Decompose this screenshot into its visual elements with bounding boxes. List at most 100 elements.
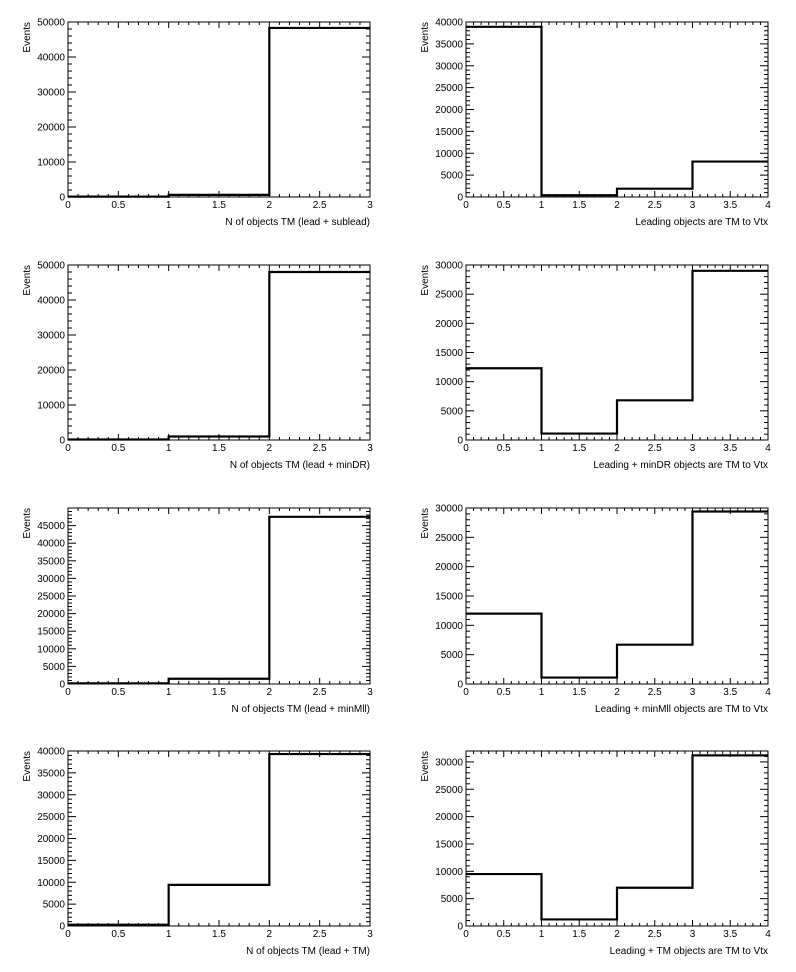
y-axis-title: Events — [420, 751, 431, 782]
y-tick-label: 25000 — [37, 812, 65, 823]
y-tick-label: 10000 — [37, 158, 65, 169]
y-axis-title: Events — [22, 22, 33, 53]
x-tick-label: 0.5 — [111, 443, 125, 454]
y-tick-label: 30000 — [435, 261, 463, 272]
histogram-bin-2 — [169, 885, 270, 926]
x-tick-label: 0.5 — [111, 929, 125, 940]
x-tick-label: 0 — [463, 929, 469, 940]
x-tick-label: 2.5 — [313, 687, 327, 698]
x-axis-title: N of objects TM (lead + TM) — [246, 946, 370, 957]
y-tick-label: 40000 — [37, 747, 65, 758]
y-tick-label: 35000 — [37, 768, 65, 779]
y-tick-label: 5000 — [441, 406, 464, 417]
x-tick-label: 4 — [765, 200, 771, 211]
y-axis-title: Events — [420, 22, 431, 53]
y-tick-label: 20000 — [435, 319, 463, 330]
y-tick-label: 0 — [457, 922, 463, 933]
x-tick-label: 0 — [65, 687, 71, 698]
y-tick-label: 15000 — [435, 127, 463, 138]
y-axis-title: Events — [22, 508, 33, 539]
y-tick-label: 30000 — [37, 88, 65, 99]
y-tick-label: 25000 — [435, 785, 463, 796]
y-tick-label: 20000 — [435, 105, 463, 116]
x-tick-label: 0 — [65, 929, 71, 940]
histogram-bin-1 — [466, 368, 542, 440]
x-tick-label: 1 — [539, 929, 545, 940]
y-tick-label: 50000 — [37, 261, 65, 272]
y-axis-title: Events — [420, 508, 431, 539]
y-tick-label: 25000 — [435, 290, 463, 301]
x-axis-title: N of objects TM (lead + sublead) — [225, 217, 370, 228]
histogram-bin-2 — [169, 195, 270, 197]
x-tick-label: 3 — [690, 443, 696, 454]
histogram-7: 0 0.5 1 1.5 2 2.5 3 0 5000 10000 15000 20000 25000 30… — [22, 747, 373, 958]
histogram-bin-1 — [68, 925, 169, 926]
x-tick-label: 0.5 — [497, 687, 511, 698]
y-tick-label: 5000 — [441, 171, 464, 182]
x-axis-title: Leading + minDR objects are TM to Vtx — [593, 460, 768, 471]
y-axis-title: Events — [420, 265, 431, 296]
y-tick-label: 0 — [457, 680, 463, 691]
y-tick-label: 10000 — [37, 878, 65, 889]
y-tick-label: 0 — [457, 193, 463, 204]
y-tick-label: 0 — [59, 436, 65, 447]
y-tick-label: 40000 — [37, 53, 65, 64]
x-axis-title: N of objects TM (lead + minMll) — [232, 704, 370, 715]
histogram-bin-2 — [542, 919, 618, 926]
y-tick-label: 20000 — [37, 834, 65, 845]
x-tick-label: 2 — [614, 687, 620, 698]
y-tick-label: 25000 — [435, 83, 463, 94]
y-tick-label: 10000 — [435, 149, 463, 160]
y-tick-label: 15000 — [435, 592, 463, 603]
y-tick-label: 40000 — [37, 539, 65, 550]
y-tick-label: 0 — [59, 193, 65, 204]
x-tick-label: 3 — [367, 929, 373, 940]
histogram-bin-1 — [466, 27, 542, 197]
histogram-bin-3 — [617, 645, 693, 684]
y-tick-label: 5000 — [43, 662, 66, 673]
x-tick-label: 0.5 — [497, 929, 511, 940]
x-tick-label: 0.5 — [497, 200, 511, 211]
y-tick-label: 20000 — [435, 562, 463, 573]
histogram-line — [68, 752, 370, 926]
histogram-line — [466, 510, 768, 679]
y-tick-label: 15000 — [435, 839, 463, 850]
x-tick-label: 1 — [539, 200, 545, 211]
y-tick-label: 5000 — [43, 900, 66, 911]
y-tick-label: 30000 — [435, 504, 463, 515]
x-tick-label: 2 — [267, 443, 273, 454]
y-tick-label: 15000 — [37, 856, 65, 867]
x-tick-label: 1.5 — [572, 687, 586, 698]
y-axis-title: Events — [22, 265, 33, 296]
histogram-bin-3 — [269, 272, 370, 440]
x-tick-label: 3 — [690, 687, 696, 698]
x-tick-label: 3 — [367, 200, 373, 211]
histogram-bin-3 — [269, 28, 370, 197]
y-tick-label: 30000 — [37, 331, 65, 342]
y-tick-label: 20000 — [37, 366, 65, 377]
y-tick-label: 10000 — [435, 377, 463, 388]
histogram-bin-2 — [169, 437, 270, 441]
histogram-bin-2 — [169, 679, 270, 684]
histogram-bin-3 — [617, 189, 693, 197]
y-tick-label: 30000 — [435, 61, 463, 72]
histogram-5: 0 0.5 1 1.5 2 2.5 3 0 5000 10000 15000 20000 25000 30… — [22, 507, 373, 715]
y-tick-label: 20000 — [37, 123, 65, 134]
y-tick-label: 20000 — [435, 812, 463, 823]
y-tick-label: 20000 — [37, 609, 65, 620]
x-tick-label: 2.5 — [648, 200, 662, 211]
y-axis-title: Events — [22, 751, 33, 782]
y-tick-label: 30000 — [435, 757, 463, 768]
x-tick-label: 2.5 — [313, 443, 327, 454]
x-tick-label: 1 — [166, 443, 172, 454]
histogram-line — [68, 515, 370, 685]
histogram-line — [466, 754, 768, 921]
x-tick-label: 0.5 — [497, 443, 511, 454]
x-tick-label: 1.5 — [572, 929, 586, 940]
x-axis-title: Leading objects are TM to Vtx — [635, 217, 768, 228]
histogram-bin-4 — [693, 162, 769, 197]
y-tick-label: 35000 — [435, 39, 463, 50]
histogram-bin-3 — [617, 888, 693, 926]
